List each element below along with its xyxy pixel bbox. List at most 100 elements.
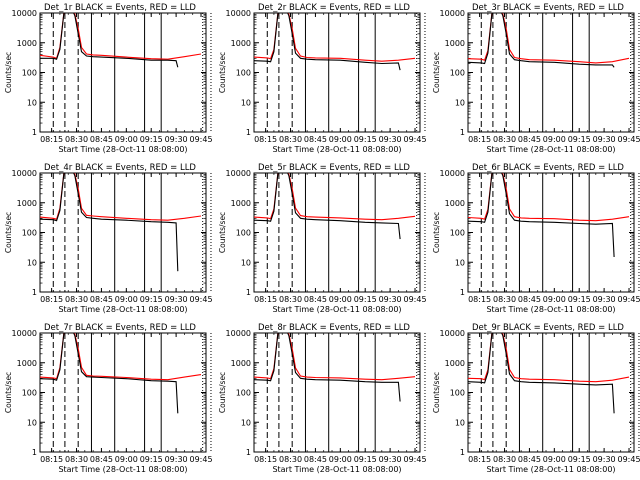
x-tick-label: 09:30 bbox=[593, 135, 616, 144]
series-layer bbox=[468, 173, 630, 258]
y-tick-label: 100 bbox=[236, 389, 251, 398]
y-tick-label: 10 bbox=[27, 258, 37, 267]
y-axis-label: Counts/sec bbox=[218, 52, 227, 93]
y-tick-label: 1 bbox=[460, 128, 465, 137]
x-tick-label: 08:45 bbox=[90, 135, 113, 144]
lld-series-line bbox=[254, 13, 416, 62]
y-tick-label: 10000 bbox=[226, 169, 251, 178]
x-tick-label: 08:15 bbox=[40, 295, 63, 304]
lld-series-line bbox=[468, 333, 630, 383]
x-tick-label: 09:00 bbox=[543, 295, 566, 304]
x-axis-label: Start Time (28-Oct-11 08:08:00) bbox=[272, 305, 401, 314]
x-tick-label: 09:45 bbox=[403, 295, 426, 304]
y-tick-label: 1000 bbox=[231, 359, 251, 368]
y-tick-label: 10000 bbox=[440, 329, 465, 338]
x-axis-label: Start Time (28-Oct-11 08:08:00) bbox=[486, 145, 615, 154]
y-tick-label: 1 bbox=[246, 128, 251, 137]
y-tick-label: 10000 bbox=[440, 9, 465, 18]
y-tick-label: 10 bbox=[455, 98, 465, 107]
y-tick-label: 10000 bbox=[226, 9, 251, 18]
y-tick-label: 1 bbox=[460, 448, 465, 457]
y-tick-label: 1 bbox=[246, 288, 251, 297]
y-tick-label: 10 bbox=[455, 258, 465, 267]
y-tick-label: 1 bbox=[32, 448, 37, 457]
detector-panel-6: 1 10 100 1000 10000 08:15 08:30 08:45 09:00 09:15… bbox=[432, 163, 640, 314]
x-tick-label: 09:15 bbox=[140, 455, 163, 464]
panel-title: Det_4r BLACK = Events, RED = LLD bbox=[44, 163, 196, 173]
x-tick-label: 08:30 bbox=[279, 455, 302, 464]
y-tick-label: 10 bbox=[455, 418, 465, 427]
detector-panel-8: 1 10 100 1000 10000 08:15 08:30 08:45 09:00 09:15… bbox=[218, 323, 427, 474]
x-tick-label: 09:30 bbox=[379, 135, 402, 144]
y-tick-label: 1000 bbox=[445, 359, 465, 368]
x-tick-label: 08:30 bbox=[65, 135, 88, 144]
x-tick-label: 08:45 bbox=[304, 295, 327, 304]
x-tick-label: 08:30 bbox=[279, 295, 302, 304]
lld-series-line bbox=[40, 333, 202, 381]
detector-panel-2: 1 10 100 1000 10000 08:15 08:30 08:45 09:00 09:15… bbox=[218, 3, 427, 154]
x-tick-label: 09:45 bbox=[617, 135, 640, 144]
events-series-line bbox=[40, 333, 179, 414]
x-tick-label: 08:45 bbox=[90, 455, 113, 464]
y-tick-label: 1000 bbox=[231, 39, 251, 48]
x-axis-label: Start Time (28-Oct-11 08:08:00) bbox=[58, 305, 187, 314]
y-tick-label: 1000 bbox=[445, 199, 465, 208]
x-tick-label: 09:30 bbox=[379, 455, 402, 464]
lld-series-line bbox=[254, 333, 416, 381]
series-layer bbox=[40, 173, 202, 272]
x-tick-label: 09:15 bbox=[140, 135, 163, 144]
y-axis-label: Counts/sec bbox=[432, 372, 441, 413]
y-tick-label: 10 bbox=[241, 418, 251, 427]
x-tick-label: 09:15 bbox=[354, 455, 377, 464]
x-tick-label: 09:15 bbox=[568, 135, 591, 144]
x-tick-label: 09:45 bbox=[189, 135, 212, 144]
events-series-line bbox=[254, 13, 401, 71]
series-layer bbox=[468, 333, 630, 414]
y-tick-label: 1 bbox=[460, 288, 465, 297]
y-tick-label: 1 bbox=[246, 448, 251, 457]
detector-panel-7: 1 10 100 1000 10000 08:15 08:30 08:45 09:00 09:15… bbox=[4, 323, 213, 474]
x-tick-label: 08:15 bbox=[468, 295, 491, 304]
x-axis-label: Start Time (28-Oct-11 08:08:00) bbox=[58, 145, 187, 154]
x-tick-label: 08:15 bbox=[40, 455, 63, 464]
events-series-line bbox=[40, 173, 179, 272]
y-tick-label: 10000 bbox=[440, 169, 465, 178]
detector-panel-3: 1 10 100 1000 10000 08:15 08:30 08:45 09:00 09:15… bbox=[432, 3, 640, 154]
events-series-line bbox=[468, 13, 615, 68]
x-tick-label: 09:45 bbox=[403, 135, 426, 144]
x-tick-label: 09:30 bbox=[165, 295, 188, 304]
y-tick-label: 100 bbox=[22, 389, 37, 398]
x-tick-label: 09:45 bbox=[403, 455, 426, 464]
x-tick-label: 08:30 bbox=[493, 455, 516, 464]
y-tick-label: 100 bbox=[236, 229, 251, 238]
x-tick-label: 09:45 bbox=[617, 455, 640, 464]
x-tick-label: 08:15 bbox=[254, 455, 277, 464]
x-tick-label: 09:45 bbox=[617, 295, 640, 304]
x-axis-label: Start Time (28-Oct-11 08:08:00) bbox=[272, 465, 401, 474]
x-axis-label: Start Time (28-Oct-11 08:08:00) bbox=[272, 145, 401, 154]
x-tick-label: 08:30 bbox=[493, 295, 516, 304]
x-tick-label: 08:30 bbox=[65, 455, 88, 464]
series-layer bbox=[254, 173, 416, 240]
lld-series-line bbox=[468, 173, 630, 222]
x-tick-label: 09:30 bbox=[379, 295, 402, 304]
events-series-line bbox=[254, 333, 401, 402]
y-tick-label: 1 bbox=[32, 128, 37, 137]
x-tick-label: 09:00 bbox=[329, 455, 352, 464]
y-tick-label: 1000 bbox=[231, 199, 251, 208]
y-tick-label: 10 bbox=[241, 258, 251, 267]
y-tick-label: 10 bbox=[27, 98, 37, 107]
y-axis-label: Counts/sec bbox=[432, 212, 441, 253]
y-axis-label: Counts/sec bbox=[432, 52, 441, 93]
y-tick-label: 1000 bbox=[17, 199, 37, 208]
x-tick-label: 09:00 bbox=[329, 135, 352, 144]
x-tick-label: 09:15 bbox=[568, 295, 591, 304]
x-tick-label: 09:30 bbox=[593, 295, 616, 304]
y-tick-label: 1000 bbox=[17, 39, 37, 48]
x-tick-label: 09:30 bbox=[593, 455, 616, 464]
detector-panel-1: 1 10 100 1000 10000 08:15 08:30 08:45 09:00 09:15… bbox=[4, 3, 213, 154]
panel-title: Det_9r BLACK = Events, RED = LLD bbox=[472, 323, 624, 333]
x-tick-label: 09:30 bbox=[165, 455, 188, 464]
x-tick-label: 08:15 bbox=[468, 135, 491, 144]
